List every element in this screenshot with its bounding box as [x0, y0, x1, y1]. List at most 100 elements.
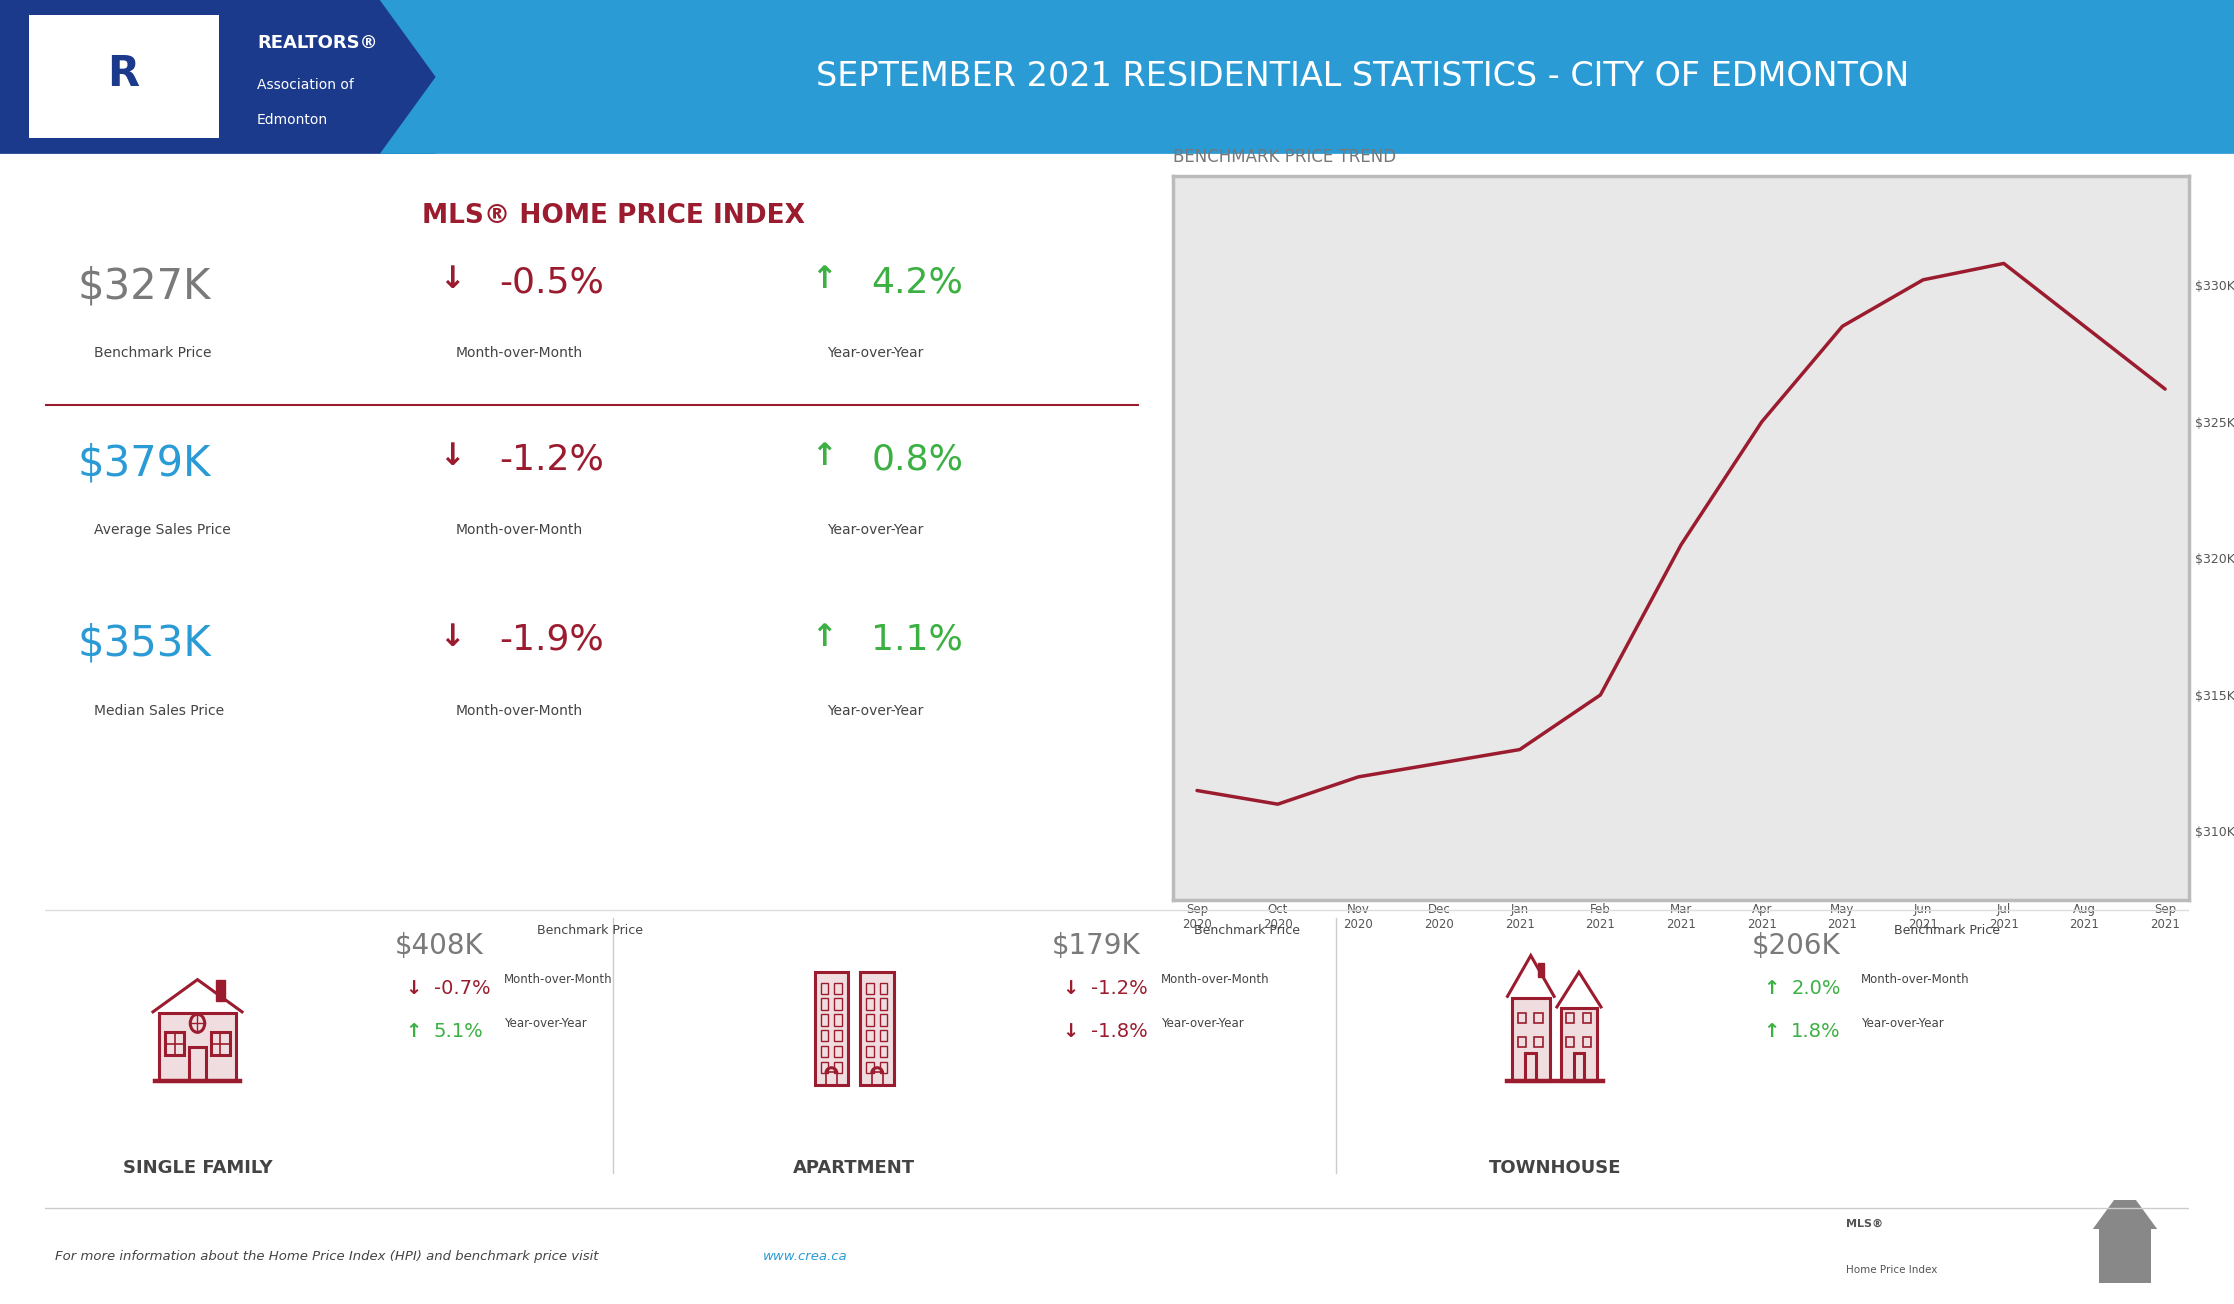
- Bar: [1535, 1037, 1544, 1047]
- Bar: [1512, 998, 1550, 1081]
- Bar: [820, 983, 829, 994]
- Text: $179K: $179K: [1052, 932, 1139, 960]
- Text: $379K: $379K: [78, 442, 210, 484]
- Text: ↓: ↓: [438, 265, 465, 295]
- Bar: [880, 1030, 887, 1042]
- Text: 4.2%: 4.2%: [871, 265, 963, 300]
- Text: 2.0%: 2.0%: [1792, 978, 1841, 998]
- Polygon shape: [2093, 1185, 2158, 1228]
- Text: ↓: ↓: [404, 978, 422, 998]
- Text: ↑: ↑: [811, 265, 836, 295]
- Text: ↓: ↓: [438, 622, 465, 652]
- Text: Association of: Association of: [257, 78, 353, 91]
- Bar: [1517, 1037, 1526, 1047]
- Text: -0.7%: -0.7%: [433, 978, 491, 998]
- Bar: [1562, 1008, 1597, 1081]
- Bar: [880, 1061, 887, 1073]
- Bar: [867, 999, 873, 1009]
- Bar: [860, 971, 894, 1085]
- Bar: [1582, 1013, 1591, 1024]
- Text: ↓: ↓: [438, 442, 465, 471]
- Text: Edmonton: Edmonton: [257, 113, 328, 126]
- Bar: [820, 1061, 829, 1073]
- Bar: [871, 1072, 882, 1085]
- Bar: [880, 983, 887, 994]
- Bar: [1517, 1013, 1526, 1024]
- Bar: [827, 1072, 838, 1085]
- Text: ↑: ↑: [1763, 978, 1778, 998]
- Polygon shape: [0, 0, 491, 154]
- Bar: [815, 971, 849, 1085]
- Text: www.crea.ca: www.crea.ca: [764, 1251, 847, 1262]
- Text: ↑: ↑: [811, 622, 836, 652]
- Text: Average Sales Price: Average Sales Price: [94, 523, 230, 537]
- Text: MLS®: MLS®: [1845, 1219, 1883, 1230]
- Text: TOWNHOUSE: TOWNHOUSE: [1488, 1159, 1622, 1178]
- Text: Benchmark Price: Benchmark Price: [94, 347, 212, 360]
- Bar: [1526, 1054, 1537, 1081]
- Bar: [159, 1013, 237, 1081]
- Bar: [1562, 1008, 1597, 1081]
- Text: SEPTEMBER 2021 RESIDENTIAL STATISTICS - CITY OF EDMONTON: SEPTEMBER 2021 RESIDENTIAL STATISTICS - …: [815, 60, 1910, 94]
- Text: Year-over-Year: Year-over-Year: [827, 347, 923, 360]
- Text: Year-over-Year: Year-over-Year: [827, 523, 923, 537]
- Bar: [210, 1033, 230, 1055]
- Text: ↑: ↑: [404, 1022, 422, 1042]
- Text: Month-over-Month: Month-over-Month: [1861, 973, 1970, 986]
- Text: ↑: ↑: [811, 442, 836, 471]
- Text: 1.8%: 1.8%: [1792, 1022, 1841, 1042]
- Bar: [1582, 1037, 1591, 1047]
- Bar: [2100, 1228, 2151, 1283]
- Bar: [833, 1061, 842, 1073]
- Bar: [820, 1030, 829, 1042]
- Bar: [190, 1047, 206, 1081]
- FancyBboxPatch shape: [29, 16, 219, 138]
- Bar: [1512, 998, 1550, 1081]
- Bar: [815, 971, 849, 1085]
- Text: ↑: ↑: [1763, 1022, 1778, 1042]
- Bar: [1537, 964, 1544, 977]
- Polygon shape: [380, 0, 2234, 154]
- Bar: [820, 1046, 829, 1058]
- Text: -0.5%: -0.5%: [498, 265, 603, 300]
- Text: -1.9%: -1.9%: [498, 622, 603, 657]
- Text: Year-over-Year: Year-over-Year: [505, 1017, 588, 1030]
- Text: MLS® HOME PRICE INDEX: MLS® HOME PRICE INDEX: [422, 202, 806, 228]
- Text: Home Price Index: Home Price Index: [1845, 1265, 1937, 1275]
- Text: Year-over-Year: Year-over-Year: [1861, 1017, 1944, 1030]
- Bar: [1566, 1013, 1575, 1024]
- Bar: [880, 1046, 887, 1058]
- Bar: [833, 1030, 842, 1042]
- Bar: [880, 999, 887, 1009]
- Bar: [833, 1015, 842, 1025]
- Text: SINGLE FAMILY: SINGLE FAMILY: [123, 1159, 273, 1178]
- Text: -1.2%: -1.2%: [1090, 978, 1148, 998]
- Text: Benchmark Price: Benchmark Price: [1193, 923, 1300, 936]
- Bar: [880, 1015, 887, 1025]
- Bar: [867, 1015, 873, 1025]
- Text: 1.1%: 1.1%: [871, 622, 963, 657]
- Text: Month-over-Month: Month-over-Month: [456, 704, 583, 717]
- Text: Month-over-Month: Month-over-Month: [456, 347, 583, 360]
- Bar: [860, 971, 894, 1085]
- Bar: [1535, 1013, 1544, 1024]
- Text: ↓: ↓: [1061, 978, 1079, 998]
- Bar: [214, 979, 226, 1000]
- Bar: [1566, 1037, 1575, 1047]
- Bar: [867, 1061, 873, 1073]
- Text: Month-over-Month: Month-over-Month: [505, 973, 612, 986]
- Text: BENCHMARK PRICE TREND: BENCHMARK PRICE TREND: [1173, 149, 1396, 166]
- Bar: [833, 983, 842, 994]
- Text: For more information about the Home Price Index (HPI) and benchmark price visit: For more information about the Home Pric…: [56, 1251, 603, 1262]
- Text: REALTORS®: REALTORS®: [257, 34, 378, 52]
- Text: $206K: $206K: [1751, 932, 1841, 960]
- Text: Month-over-Month: Month-over-Month: [456, 523, 583, 537]
- Text: Benchmark Price: Benchmark Price: [1894, 923, 1999, 936]
- Text: ↓: ↓: [1061, 1022, 1079, 1042]
- Text: Month-over-Month: Month-over-Month: [1162, 973, 1269, 986]
- Text: R: R: [107, 53, 139, 95]
- Text: 5.1%: 5.1%: [433, 1022, 485, 1042]
- Text: APARTMENT: APARTMENT: [793, 1159, 916, 1178]
- Bar: [867, 983, 873, 994]
- Bar: [833, 1046, 842, 1058]
